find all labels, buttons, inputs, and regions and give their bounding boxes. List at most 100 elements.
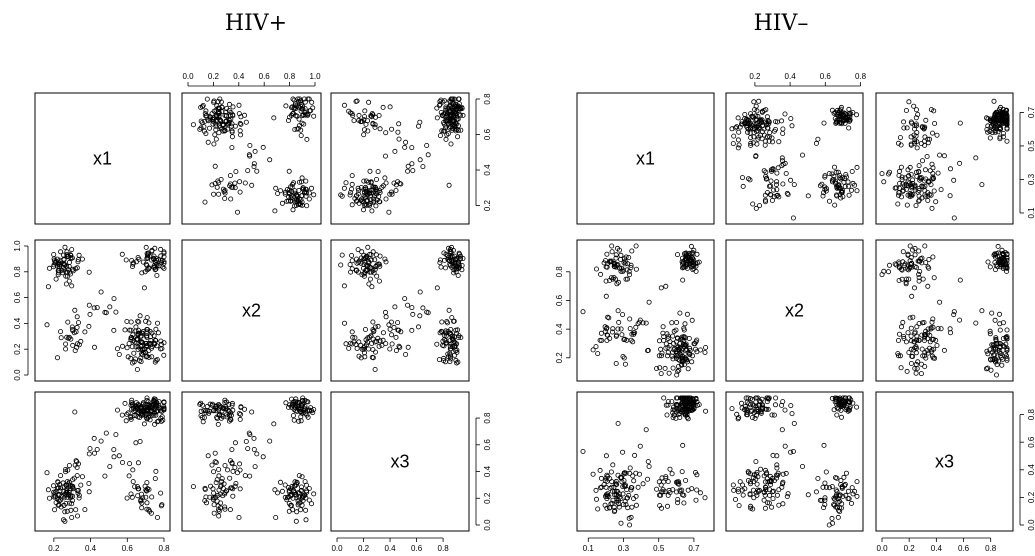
point — [665, 353, 671, 359]
point — [899, 324, 905, 330]
point — [646, 299, 652, 305]
point — [908, 134, 914, 140]
panel-r1-c1: x1 — [34, 92, 171, 225]
point — [129, 344, 135, 350]
point — [671, 328, 677, 334]
point — [729, 126, 735, 132]
point — [65, 273, 71, 279]
panel-frame — [576, 391, 715, 532]
point — [73, 329, 79, 335]
point — [103, 430, 109, 436]
point — [769, 504, 775, 510]
point — [234, 470, 240, 476]
point — [838, 176, 844, 182]
point — [361, 252, 367, 258]
point — [452, 352, 458, 358]
point — [303, 186, 309, 192]
tick-label: 0.2 — [555, 352, 564, 364]
point — [607, 277, 613, 283]
point — [680, 442, 686, 448]
point — [938, 326, 944, 332]
point — [86, 480, 92, 486]
point — [618, 326, 624, 332]
point — [759, 117, 765, 123]
point — [1004, 327, 1010, 333]
point — [343, 341, 349, 347]
point — [94, 305, 100, 311]
point — [369, 208, 375, 214]
point — [739, 400, 745, 406]
point — [371, 196, 377, 202]
point — [275, 190, 281, 196]
point — [621, 355, 627, 361]
point — [925, 197, 931, 203]
point — [369, 284, 375, 290]
point — [298, 133, 304, 139]
point — [736, 142, 742, 148]
point — [383, 259, 389, 265]
point — [441, 113, 447, 119]
point — [893, 262, 899, 268]
point — [213, 408, 219, 414]
point — [854, 479, 860, 485]
point — [383, 196, 389, 202]
point — [843, 171, 849, 177]
point — [220, 186, 226, 192]
point — [998, 256, 1004, 262]
point — [612, 262, 618, 268]
point — [389, 191, 395, 197]
point — [854, 188, 860, 194]
point — [44, 322, 50, 328]
point — [841, 179, 847, 185]
point — [915, 359, 921, 365]
point — [740, 482, 746, 488]
panel-frame — [875, 391, 1014, 532]
point — [448, 249, 454, 255]
top-axis: 0.0 0.2 0.4 0.6 0.8 1.0 — [182, 72, 321, 87]
point — [763, 471, 769, 477]
point — [815, 136, 821, 142]
point — [61, 264, 67, 270]
panel-r1-c3 — [330, 92, 470, 225]
point — [361, 132, 367, 138]
panel-r2-c2: x2 — [725, 239, 864, 382]
point — [205, 139, 211, 145]
point — [762, 142, 768, 148]
point — [311, 192, 317, 198]
point — [748, 140, 754, 146]
point — [761, 126, 767, 132]
point — [243, 438, 249, 444]
point — [609, 243, 615, 249]
point — [61, 489, 67, 495]
point — [988, 367, 994, 373]
point — [994, 253, 1000, 259]
point — [774, 119, 780, 125]
point — [669, 399, 675, 405]
point — [679, 361, 685, 367]
point — [279, 200, 285, 206]
point — [122, 327, 128, 333]
point — [750, 201, 756, 207]
point — [899, 174, 905, 180]
point — [1004, 138, 1010, 144]
point — [896, 353, 902, 359]
point — [613, 478, 619, 484]
point — [767, 191, 773, 197]
point — [377, 199, 383, 205]
point — [832, 502, 838, 508]
point — [761, 497, 767, 503]
point — [984, 366, 990, 372]
point — [913, 107, 919, 113]
point — [292, 199, 298, 205]
point — [389, 341, 395, 347]
point — [832, 202, 838, 208]
point — [445, 351, 451, 357]
point — [774, 182, 780, 188]
point — [737, 479, 743, 485]
point — [136, 319, 142, 325]
point — [122, 400, 128, 406]
tick-label: 0.2 — [749, 72, 761, 81]
point — [286, 168, 292, 174]
point — [667, 339, 673, 345]
